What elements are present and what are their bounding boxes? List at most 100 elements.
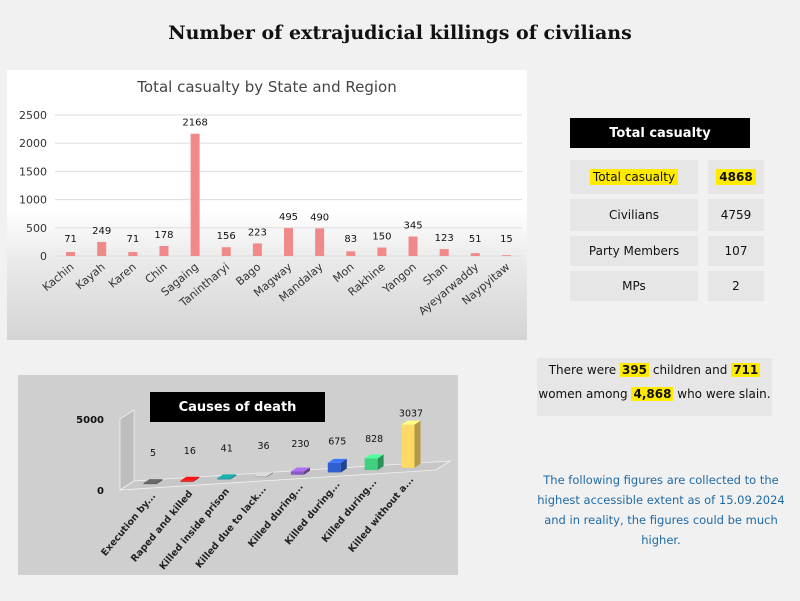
bar-side [340,458,347,473]
disclaimer-note: The following figures are collected to t… [537,473,785,547]
bar [501,255,511,256]
note-children-count: 395 [619,363,650,377]
bar-side [193,476,200,482]
data-label: 15 [500,234,513,245]
data-label: 123 [435,233,454,244]
bar-side [230,474,237,480]
data-label: 71 [126,234,139,245]
data-label: 71 [64,234,77,245]
chart1-title: Total casualty by State and Region [136,78,396,96]
data-label: 345 [403,221,422,232]
data-label: 150 [372,232,391,243]
bar-top [364,454,384,459]
bar [217,478,231,480]
bar-side [414,420,421,468]
bar [364,458,378,471]
bar [377,247,387,256]
bar-top [290,467,310,472]
summary-total-value-text: 4868 [716,169,756,185]
bar-top [143,479,163,484]
bar [252,243,262,256]
category-label: Killed inside prison [157,486,232,572]
data-label: 178 [154,230,173,241]
bar [439,249,449,256]
summary-row-civilians-label: Civilians [570,199,698,231]
note-women-count: 711 [731,363,761,377]
summary-row-mps-label: MPs [570,271,698,301]
bar [315,228,325,256]
data-label: 495 [279,212,298,223]
note-text-3: women among [538,387,632,401]
note-text-1: There were [548,363,620,377]
note-total-count: 4,868 [631,387,674,401]
bar [128,251,138,256]
bar [221,247,231,256]
note-text-4: who were slain. [673,387,771,401]
y-tick-label: 0 [97,486,104,497]
bar-top [254,472,274,477]
category-label: Kayah [73,260,107,292]
y-tick-label: 500 [26,222,47,235]
y-tick-label: 0 [40,250,47,263]
bar [254,476,268,478]
bar-top [217,474,237,479]
data-label: 828 [365,434,383,445]
category-label: Kachin [40,260,77,294]
summary-row-total-label: Total casualty [570,160,698,194]
summary-table-header: Total casualty [570,118,750,148]
bar [180,480,194,482]
bar [327,462,341,473]
bar-side [303,467,310,475]
y-tick-label: 1000 [19,194,47,207]
summary-row-total-value: 4868 [708,160,764,194]
bar-top [180,476,200,481]
chart2-side-wall [119,409,135,491]
data-label: 16 [184,446,196,457]
data-label: 230 [291,439,309,450]
summary-row-mps-value: 2 [708,271,764,301]
bar [66,251,76,256]
data-label: 3037 [399,409,423,420]
bar [408,236,418,256]
summary-total-label-text: Total casualty [589,169,679,185]
y-tick-label: 2000 [19,137,47,150]
bar [290,471,304,475]
data-label: 2168 [182,118,207,129]
causes-chart-title: Causes of death [150,392,325,422]
bar-side [377,454,384,471]
summary-row-party-value: 107 [708,236,764,266]
bar-side [156,479,163,485]
bar-top [327,458,347,463]
y-tick-label: 5000 [76,415,104,426]
category-label: Killed without a... [347,475,417,555]
data-label: 675 [328,436,346,447]
state-region-chart-svg: Total casualty by State and Region 0 500 10… [19,78,522,318]
bar [401,424,415,468]
summary-row-civilians-value: 4759 [708,199,764,231]
bar [190,133,200,256]
category-label: Killed due to lack... [194,484,269,571]
data-label: 223 [248,227,267,238]
bar-top [401,420,421,425]
bar [470,253,480,256]
category-label: Yangon [379,260,418,296]
summary-row-party-label: Party Members [570,236,698,266]
data-label: 5 [150,448,156,459]
data-label: 490 [310,212,329,223]
note-text-2: children and [649,363,732,377]
data-label: 249 [92,226,111,237]
state-region-chart: Total casualty by State and Region 0 500 10… [7,70,527,340]
y-tick-label: 2500 [19,109,47,122]
data-label: 83 [344,234,357,245]
data-label: 156 [217,231,236,242]
data-label: 41 [221,443,233,454]
category-label: Raped and killed [129,489,195,565]
category-label: Karen [106,260,139,290]
bar-side [267,472,274,478]
data-label: 36 [258,441,270,452]
bar [159,245,169,256]
bar [284,228,293,256]
bar [346,251,356,256]
page-title: Number of extrajudicial killings of civi… [168,22,632,44]
